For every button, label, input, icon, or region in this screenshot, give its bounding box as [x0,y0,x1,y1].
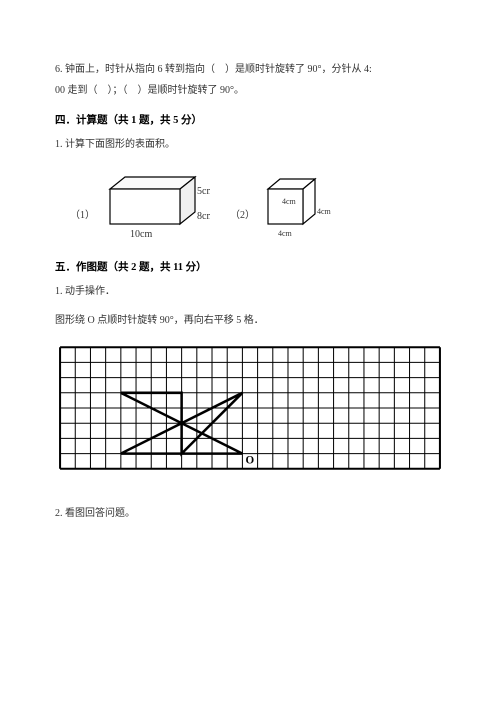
section4-header: 四．计算题（共 1 题，共 5 分） [55,112,445,127]
q6-text-a: 6. 钟面上，时针从指向 6 转到指向（ [55,64,215,75]
q6-text-d: ）；（ [108,85,128,96]
fig1-d: 8cm [197,211,210,222]
fig1-w: 10cm [130,229,152,239]
q6-text-c: 00 走到（ [55,85,98,96]
fig1-label: （1） [70,206,95,221]
section5-q1a: 1. 动手操作． [55,282,445,301]
svg-text:O: O [245,455,254,467]
fig2-d: 4cm [317,207,332,216]
section5-q1b: 图形绕 O 点顺时针旋转 90°，再向右平移 5 格． [55,311,445,330]
fig1-group: （1） 5cm 8cm 10cm [70,169,210,239]
section4-q1: 1. 计算下面图形的表面积。 [55,135,445,154]
fig2-label: （2） [230,206,255,221]
q6-text-e: ）是顺时针旋转了 90°。 [138,85,245,96]
cuboid-icon: 5cm 8cm 10cm [100,169,210,239]
grid-wrap: O [55,342,445,474]
fig2-group: （2） 4cm 4cm 4cm [230,174,340,239]
q6-line2: 00 走到（ ）；（ ）是顺时针旋转了 90°。 [55,81,445,100]
cube-icon: 4cm 4cm 4cm [260,174,340,239]
fig2-h: 4cm [282,197,297,206]
q6-text-b: ）是顺时针旋转了 90°，分针从 4: [225,64,372,75]
fig1-h: 5cm [197,186,210,197]
fig2-w: 4cm [278,229,293,238]
section5-header: 五．作图题（共 2 题，共 11 分） [55,259,445,274]
figure-row: （1） 5cm 8cm 10cm （2） 4cm 4cm 4cm [70,169,445,239]
section5-q2: 2. 看图回答问题。 [55,504,445,523]
q6-line1: 6. 钟面上，时针从指向 6 转到指向（ ）是顺时针旋转了 90°，分针从 4: [55,60,445,79]
grid-figure: O [55,342,445,474]
